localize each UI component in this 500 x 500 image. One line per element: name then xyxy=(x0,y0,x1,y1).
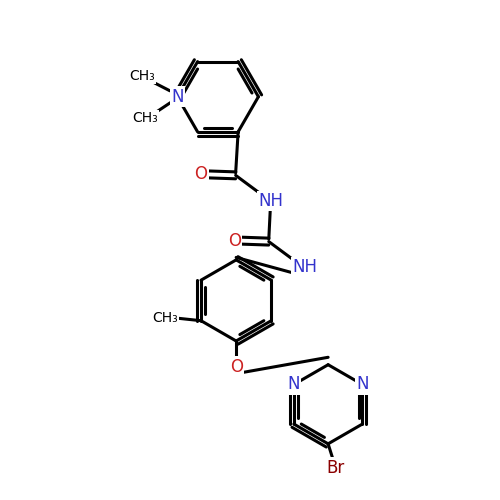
Text: CH₃: CH₃ xyxy=(152,311,178,325)
Text: Br: Br xyxy=(326,458,344,476)
Text: NH: NH xyxy=(292,258,317,276)
Text: N: N xyxy=(171,88,183,106)
Text: O: O xyxy=(194,166,207,184)
Text: CH₃: CH₃ xyxy=(129,69,154,83)
Text: NH: NH xyxy=(259,192,284,210)
Text: O: O xyxy=(228,232,240,250)
Text: CH₃: CH₃ xyxy=(132,112,158,126)
Text: O: O xyxy=(230,358,242,376)
Text: N: N xyxy=(356,376,368,394)
Text: N: N xyxy=(288,376,300,394)
